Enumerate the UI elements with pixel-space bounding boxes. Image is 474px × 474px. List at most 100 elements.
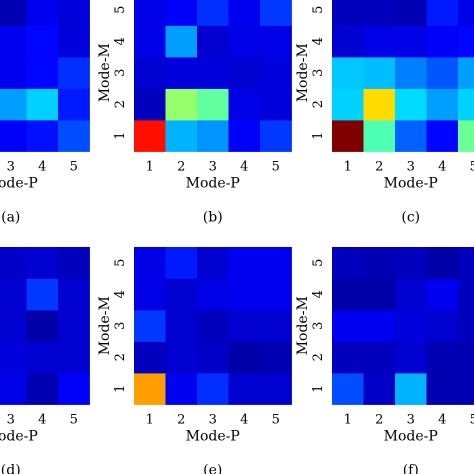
heatmap-cell <box>26 247 59 279</box>
x-tick-label: 3 <box>407 160 415 175</box>
heatmap-cell <box>363 0 396 26</box>
x-axis-label: Mode-P <box>0 429 38 445</box>
x-axis-label: Mode-P <box>384 176 438 192</box>
heatmap-cell <box>228 0 261 26</box>
heatmap-cell <box>363 310 396 342</box>
heatmap-cell <box>134 341 166 374</box>
x-tick-label: 3 <box>7 160 15 175</box>
heatmap-cell <box>0 310 27 342</box>
x-tick-label: 2 <box>177 413 185 428</box>
x-tick-label: 2 <box>375 413 383 428</box>
x-tick-label: 2 <box>375 160 383 175</box>
heatmap-cell <box>260 278 292 311</box>
heatmap-panel-c: 1 2 3 4 5 1 2 3 4 5 Mode-P Mode-M (c) <box>295 0 474 226</box>
panel-label: (c) <box>401 210 420 226</box>
y-tick-label: 5 <box>113 6 128 14</box>
heatmap-cell <box>332 373 364 405</box>
heatmap-cell <box>458 120 474 152</box>
y-axis-label: Mode-M <box>295 296 311 355</box>
x-tick-label: 2 <box>177 160 185 175</box>
x-tick-label: 4 <box>240 413 248 428</box>
heatmap-cell <box>395 373 427 405</box>
heatmap-cell <box>426 310 459 342</box>
heatmap-cell <box>134 278 166 311</box>
heatmap-cell <box>332 341 364 374</box>
heatmap-cell <box>426 278 459 311</box>
heatmap-cell <box>58 88 90 121</box>
heatmap-cell <box>363 57 396 89</box>
heatmap-cell <box>260 310 292 342</box>
heatmap-cell <box>228 25 261 58</box>
heatmap-cell <box>26 0 59 26</box>
heatmap-cell <box>363 247 396 279</box>
heatmap-cell <box>58 57 90 89</box>
heatmap-cell <box>26 120 59 152</box>
heatmap-cell <box>458 0 474 26</box>
heatmap-cell <box>197 88 229 121</box>
heatmap-cell <box>134 247 166 279</box>
y-tick-label: 5 <box>113 259 128 267</box>
y-tick-label: 5 <box>311 259 326 267</box>
heatmap-cell <box>363 25 396 58</box>
y-tick-label: 3 <box>311 69 326 77</box>
heatmap-cell <box>260 120 292 152</box>
heatmap-cell <box>228 57 261 89</box>
heatmap-cell <box>26 57 59 89</box>
heatmap-cell <box>197 57 229 89</box>
heatmap-cell <box>197 0 229 26</box>
heatmap-cell <box>228 88 261 121</box>
heatmap-cell <box>165 25 198 58</box>
heatmap-cell <box>197 25 229 58</box>
heatmap-cell <box>363 373 396 405</box>
heatmap-cell <box>134 120 166 152</box>
heatmap-cell <box>260 0 292 26</box>
heatmap-cell <box>0 57 27 89</box>
heatmap-cell <box>332 88 364 121</box>
heatmap-cell <box>260 25 292 58</box>
heatmap-cell <box>165 88 198 121</box>
y-tick-label: 2 <box>311 100 326 108</box>
heatmap-cell <box>458 341 474 374</box>
x-tick-label: 3 <box>7 413 15 428</box>
x-tick-label: 1 <box>146 160 154 175</box>
heatmap-cell <box>0 120 27 152</box>
heatmap-cell <box>26 373 59 405</box>
heatmap-cell <box>228 373 261 405</box>
heatmap-cell <box>332 310 364 342</box>
heatmap-cell <box>197 278 229 311</box>
heatmap-cell <box>395 88 427 121</box>
heatmap-cell <box>228 247 261 279</box>
y-tick-label: 2 <box>311 353 326 361</box>
heatmap-cell <box>458 247 474 279</box>
heatmap-cell <box>395 310 427 342</box>
heatmap-cell <box>58 278 90 311</box>
heatmap-cell <box>260 373 292 405</box>
x-tick-label: 3 <box>209 160 217 175</box>
panel-label: (a) <box>1 210 20 226</box>
x-tick-label: 5 <box>272 413 280 428</box>
x-tick-label: 1 <box>146 413 154 428</box>
x-tick-label: 3 <box>209 413 217 428</box>
heatmap-cell <box>395 341 427 374</box>
heatmap-cell <box>458 278 474 311</box>
x-tick-label: 5 <box>70 160 78 175</box>
heatmap-cell <box>197 341 229 374</box>
heatmap-cell <box>426 25 459 58</box>
heatmap-cell <box>197 310 229 342</box>
heatmap-cell <box>134 88 166 121</box>
heatmap-cell <box>395 278 427 311</box>
heatmap-cell <box>197 247 229 279</box>
heatmap-cell <box>58 341 90 374</box>
heatmap-cell <box>134 0 166 26</box>
y-tick-label: 4 <box>113 37 128 45</box>
x-tick-label: 5 <box>70 413 78 428</box>
x-tick-label: 4 <box>240 160 248 175</box>
heatmap-cell <box>395 120 427 152</box>
y-axis-label: Mode-M <box>97 43 113 102</box>
heatmap-cell <box>165 310 198 342</box>
heatmap-cell <box>363 120 396 152</box>
heatmap-cell <box>426 247 459 279</box>
heatmap-cell <box>458 25 474 58</box>
